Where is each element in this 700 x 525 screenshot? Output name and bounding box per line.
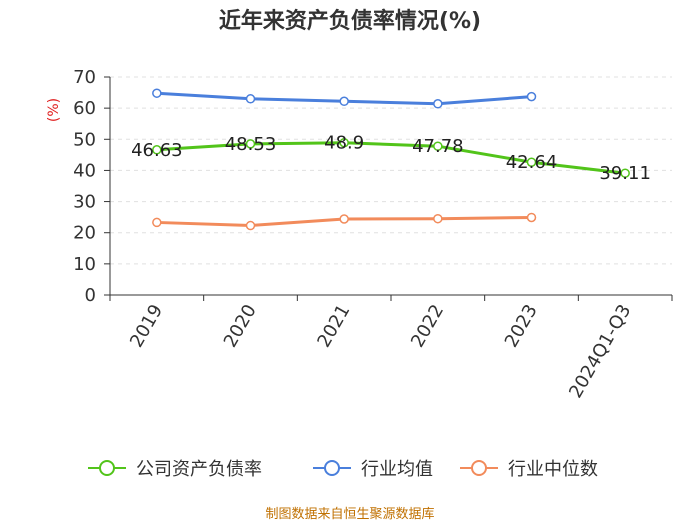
legend-swatch-marker bbox=[99, 460, 115, 476]
data-point bbox=[245, 220, 256, 231]
legend-label: 行业均值 bbox=[361, 459, 433, 480]
data-point bbox=[433, 213, 443, 224]
series-公司资产负债率 bbox=[152, 137, 630, 178]
x-tick-label-2019: 2019 bbox=[126, 301, 167, 351]
legend-item-行业中位数[interactable]: 行业中位数 bbox=[460, 459, 598, 480]
y-tick-label-30: 30 bbox=[73, 192, 96, 213]
y-tick-label-20: 20 bbox=[73, 223, 96, 244]
data-point bbox=[526, 157, 537, 167]
legend-label: 行业中位数 bbox=[508, 459, 598, 480]
data-label: 46.63 bbox=[131, 140, 183, 161]
data-point bbox=[152, 217, 162, 228]
series-行业中位数 bbox=[152, 212, 537, 231]
y-tick-label-0: 0 bbox=[85, 285, 96, 306]
y-tick-label-40: 40 bbox=[73, 160, 96, 181]
data-point bbox=[526, 91, 537, 102]
data-point bbox=[620, 168, 630, 178]
legend-item-公司资产负债率[interactable]: 公司资产负债率 bbox=[88, 459, 262, 480]
y-tick-label-70: 70 bbox=[73, 67, 96, 88]
x-tick-label-2020: 2020 bbox=[220, 301, 261, 351]
y-tick-label-10: 10 bbox=[73, 254, 96, 275]
series-lines bbox=[152, 88, 630, 231]
y-tick-label-50: 50 bbox=[73, 129, 96, 150]
data-point bbox=[245, 94, 256, 104]
x-tick-label-2024Q1-Q3: 2024Q1-Q3 bbox=[565, 301, 635, 402]
data-label: 48.9 bbox=[324, 133, 364, 154]
chart-title: 近年来资产负债率情况(%) bbox=[219, 8, 481, 34]
gridlines bbox=[110, 76, 672, 265]
legend-swatch-marker bbox=[324, 460, 340, 476]
data-label: 42.64 bbox=[506, 152, 558, 173]
x-axis: 2019 2020 2021 2022 2023 2024Q1-Q3 bbox=[109, 294, 673, 402]
series-line-公司资产负债率 bbox=[156, 141, 626, 175]
y-tick-label-60: 60 bbox=[73, 98, 96, 119]
data-point bbox=[152, 88, 162, 98]
data-point bbox=[152, 145, 162, 155]
legend-item-行业均值[interactable]: 行业均值 bbox=[313, 459, 433, 480]
source-note: 制图数据来自恒生聚源数据库 bbox=[265, 506, 434, 522]
data-point bbox=[245, 139, 256, 149]
x-tick-label-2023: 2023 bbox=[501, 301, 542, 351]
data-point bbox=[526, 212, 537, 223]
x-tick-label-2022: 2022 bbox=[407, 301, 448, 351]
data-label: 47.78 bbox=[412, 136, 464, 157]
legend-label: 公司资产负债率 bbox=[136, 459, 262, 480]
y-axis-ticks: 0 10 20 30 40 50 60 70 bbox=[73, 67, 111, 306]
y-axis-unit: (%) bbox=[46, 98, 62, 122]
series-行业均值 bbox=[152, 88, 537, 109]
data-point bbox=[339, 96, 349, 107]
data-point bbox=[433, 141, 443, 151]
data-point bbox=[433, 99, 443, 109]
data-label: 39.11 bbox=[599, 163, 651, 184]
legend[interactable]: 公司资产负债率 行业均值 行业中位数 bbox=[88, 459, 598, 480]
legend-swatch-marker bbox=[471, 460, 487, 476]
data-point bbox=[339, 137, 349, 148]
x-tick-label-2021: 2021 bbox=[313, 301, 354, 351]
data-point bbox=[339, 214, 349, 224]
data-label: 48.53 bbox=[225, 134, 277, 155]
data-labels: 46.63 48.53 48.9 47.78 42.64 39.11 bbox=[131, 133, 651, 184]
